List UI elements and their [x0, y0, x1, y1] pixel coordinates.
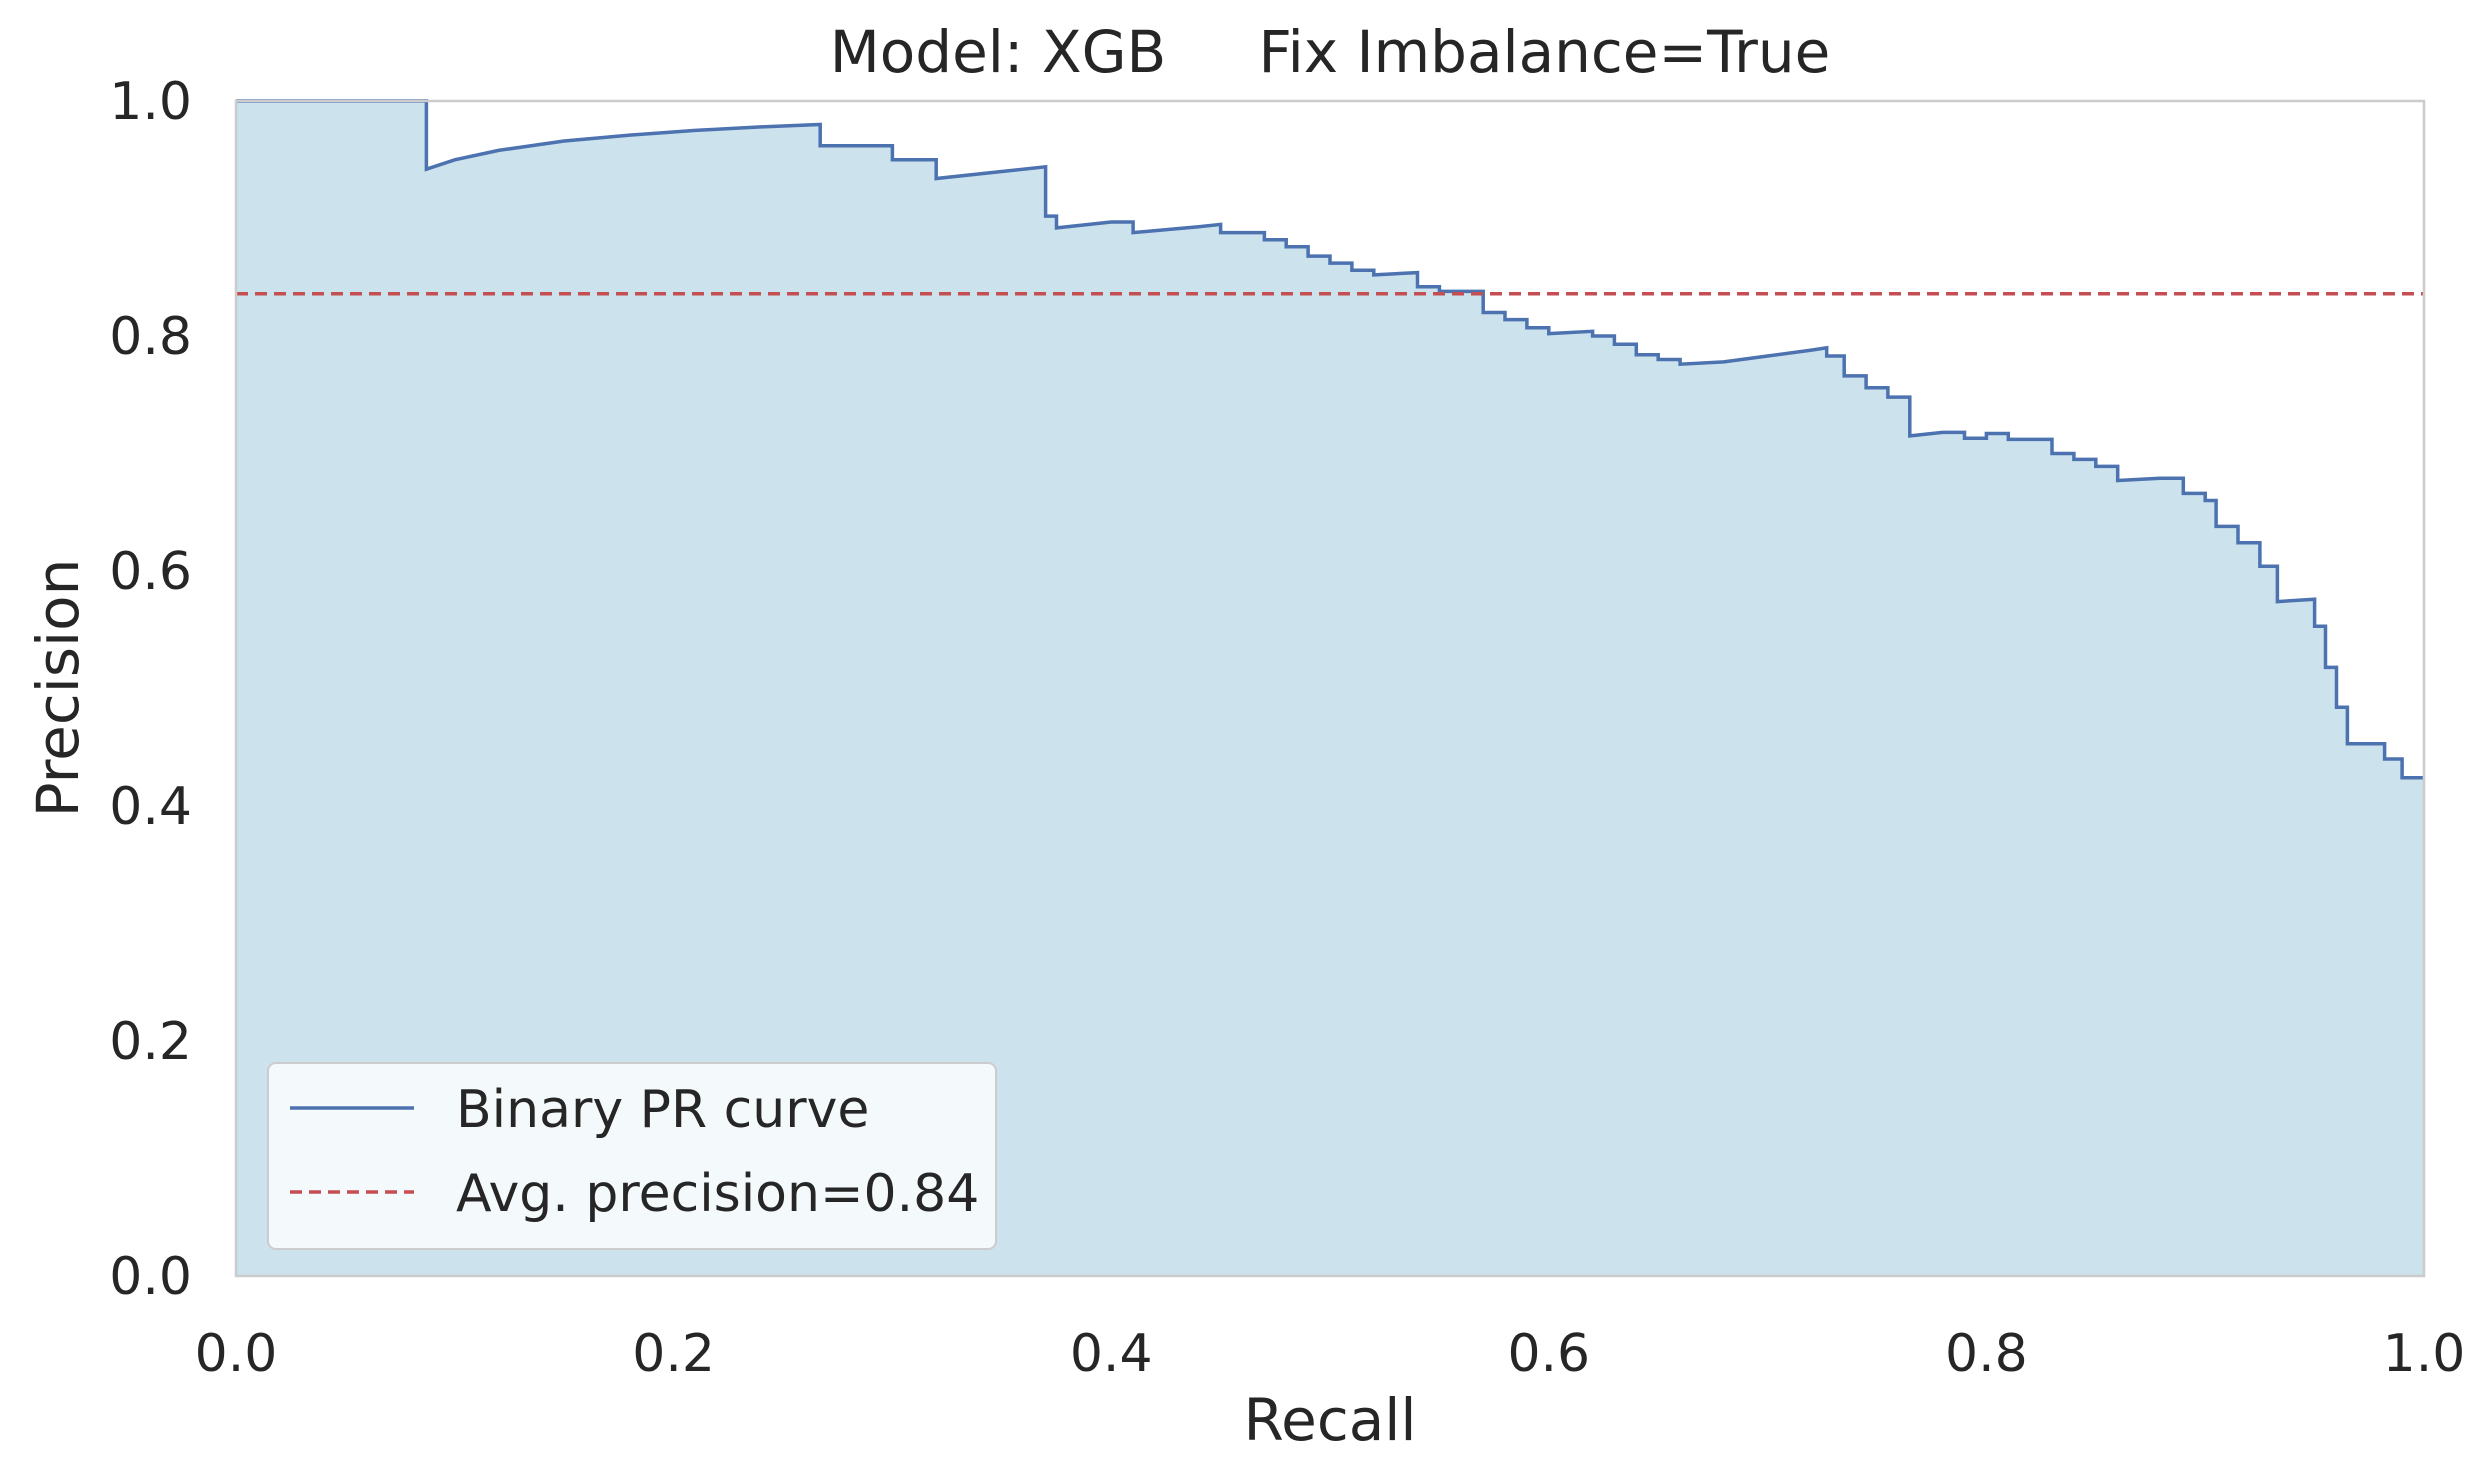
y-tick-label: 0.6 [109, 542, 192, 602]
x-tick-label: 0.4 [1070, 1324, 1153, 1384]
x-tick-labels: 0.0 0.2 0.4 0.6 0.8 1.0 [195, 1324, 2466, 1384]
y-tick-label: 1.0 [109, 72, 192, 132]
y-tick-label: 0.4 [109, 777, 192, 837]
chart-title: Model: XGB Fix Imbalance=True [830, 18, 1831, 86]
legend-label-avg: Avg. precision=0.84 [456, 1164, 979, 1224]
y-tick-label: 0.2 [109, 1012, 192, 1072]
curve-fill-layer [236, 101, 2424, 1276]
x-tick-label: 1.0 [2383, 1324, 2466, 1384]
x-tick-label: 0.2 [632, 1324, 715, 1384]
x-tick-label: 0.0 [195, 1324, 278, 1384]
y-tick-label: 0.0 [109, 1247, 192, 1307]
y-axis-label: Precision [24, 559, 92, 818]
x-axis-label: Recall [1243, 1386, 1416, 1454]
plot-frame [234, 99, 2426, 1278]
x-tick-label: 0.6 [1507, 1324, 1590, 1384]
y-tick-labels: 0.0 0.2 0.4 0.6 0.8 1.0 [109, 72, 192, 1307]
x-tick-label: 0.8 [1945, 1324, 2028, 1384]
y-tick-label: 0.8 [109, 307, 192, 367]
legend: Binary PR curve Avg. precision=0.84 [267, 1062, 997, 1250]
pr-curve-line [236, 99, 2424, 780]
curve-layer [236, 99, 2424, 780]
legend-box [267, 1062, 997, 1250]
legend-label-curve: Binary PR curve [456, 1080, 869, 1140]
curve-fill-area [236, 101, 2424, 1276]
